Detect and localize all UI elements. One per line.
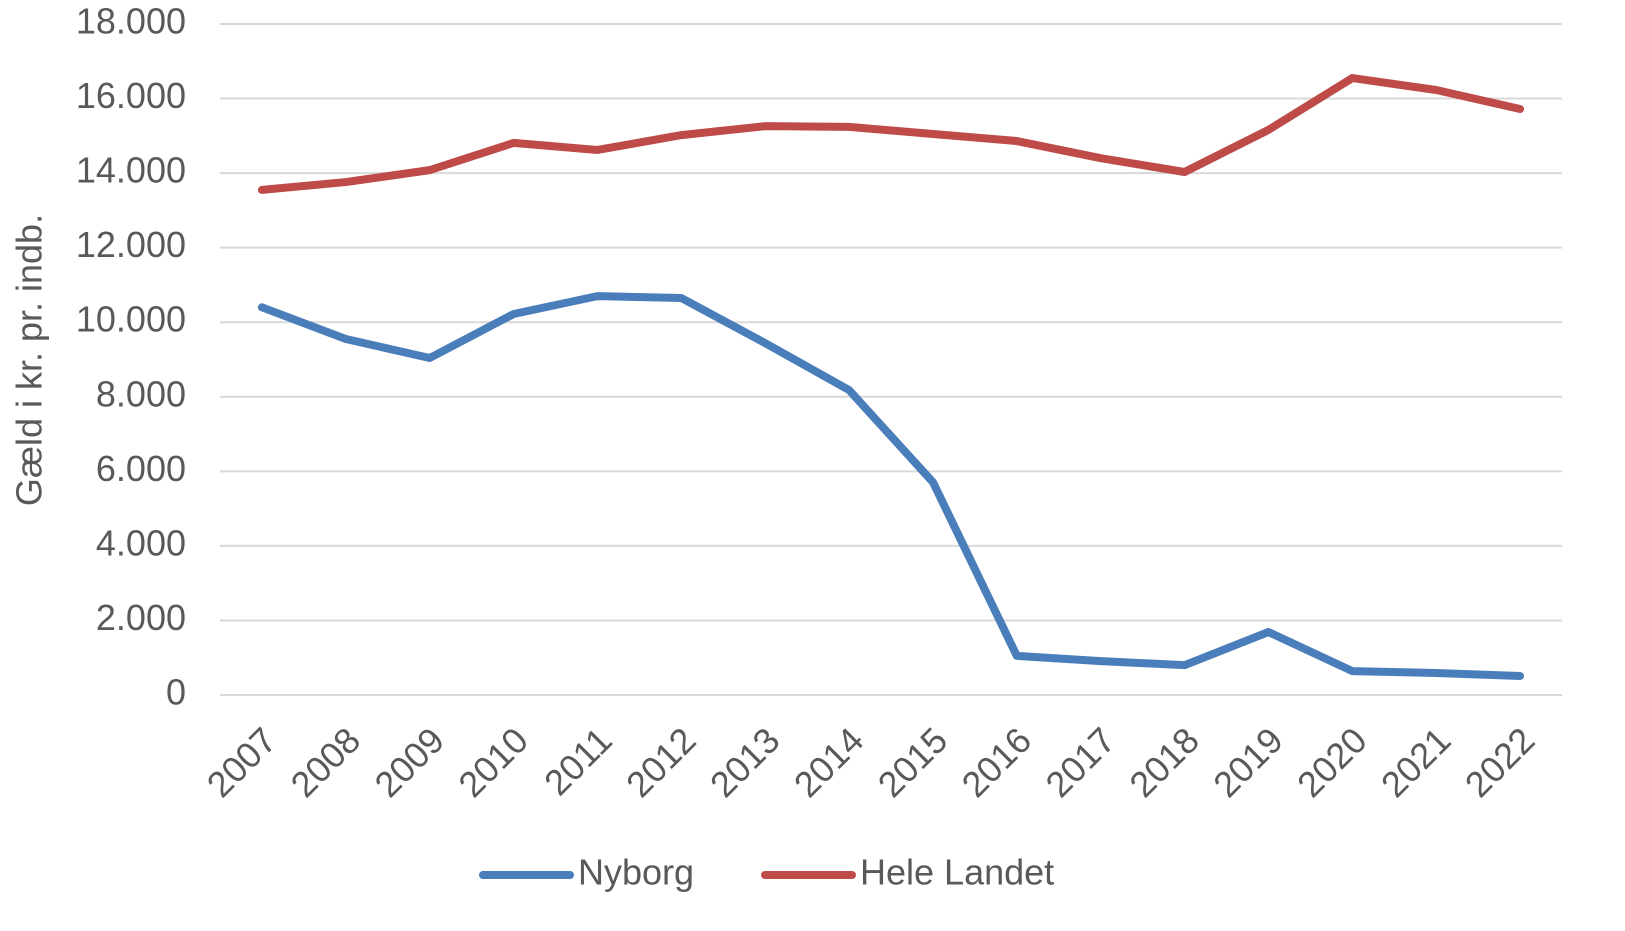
x-tick-label: 2020 <box>1289 719 1375 805</box>
y-tick-label: 12.000 <box>76 224 186 265</box>
x-tick-label: 2014 <box>786 719 872 805</box>
y-tick-label: 6.000 <box>96 448 186 489</box>
x-tick-label: 2008 <box>283 719 369 805</box>
x-tick-label: 2013 <box>702 719 788 805</box>
x-tick-label: 2012 <box>618 719 704 805</box>
y-tick-label: 16.000 <box>76 75 186 116</box>
y-tick-label: 2.000 <box>96 597 186 638</box>
x-tick-label: 2015 <box>870 719 956 805</box>
x-tick-label: 2017 <box>1037 719 1123 805</box>
y-tick-label: 14.000 <box>76 150 186 191</box>
x-tick-label: 2007 <box>199 719 285 805</box>
x-tick-label: 2010 <box>450 719 536 805</box>
y-tick-label: 10.000 <box>76 299 186 340</box>
y-tick-label: 8.000 <box>96 373 186 414</box>
legend-label: Nyborg <box>578 852 694 893</box>
x-tick-label: 2016 <box>954 719 1040 805</box>
y-tick-label: 0 <box>166 672 186 713</box>
legend-label: Hele Landet <box>860 852 1054 893</box>
x-tick-label: 2021 <box>1373 719 1459 805</box>
line-series <box>257 74 1525 194</box>
x-tick-label: 2019 <box>1205 719 1291 805</box>
x-tick-label: 2009 <box>366 719 452 805</box>
x-tick-label: 2022 <box>1457 719 1543 805</box>
y-tick-label: 18.000 <box>76 1 186 42</box>
y-tick-label: 4.000 <box>96 522 186 563</box>
x-tick-label: 2018 <box>1121 719 1207 805</box>
line-series <box>257 292 1525 680</box>
y-axis-title: Gæld i kr. pr. indb. <box>9 214 50 506</box>
x-tick-label: 2011 <box>536 719 620 803</box>
